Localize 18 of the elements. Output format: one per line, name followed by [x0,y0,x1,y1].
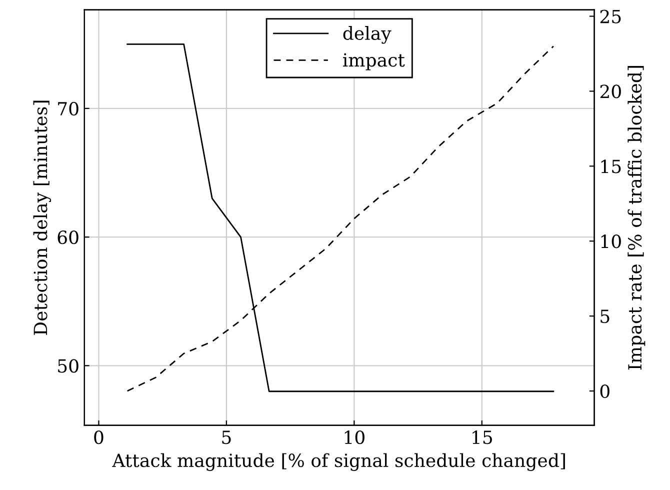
y-tick-label: 50 [58,359,78,373]
x-tick-label: 0 [94,430,104,444]
x-tick-label: 5 [222,430,231,444]
legend-label: impact [343,53,405,70]
y-tick-label: 60 [58,230,78,244]
x-tick-label: 15 [472,430,492,444]
x-axis-title: Attack magnitude [% of signal schedule changed] [112,453,565,471]
y2-tick-label: 10 [601,234,621,248]
y-tick-label: 70 [58,102,78,116]
y2-tick-label: 0 [600,384,610,398]
y2-tick-label: 5 [600,310,610,324]
y2-tick-label: 25 [600,10,621,24]
y2-axis-title: Impact rate [% of traffic blocked] [628,66,646,370]
y2-tick-label: 20 [600,84,621,98]
y-axis-title: Detection delay [minutes] [33,100,52,335]
y2-tick-label: 15 [601,160,621,174]
x-tick-label: 10 [344,430,364,444]
legend-label: delay [343,26,392,44]
